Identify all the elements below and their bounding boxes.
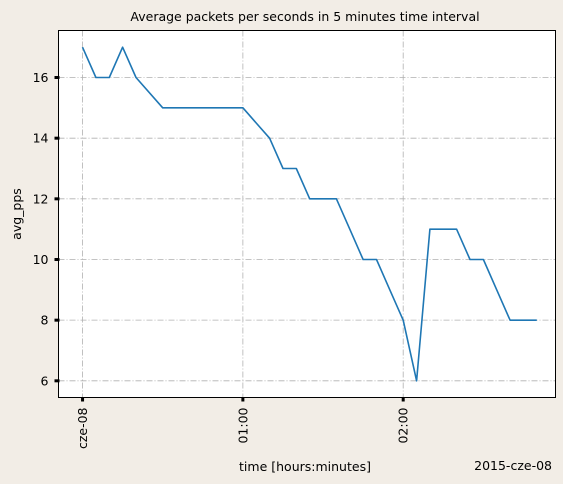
chart-title: Average packets per seconds in 5 minutes… bbox=[130, 9, 479, 24]
grid-layer bbox=[58, 30, 556, 398]
y-tick-label: 14 bbox=[33, 131, 49, 146]
y-tick-label: 8 bbox=[41, 313, 49, 328]
series-layer bbox=[81, 46, 537, 382]
y-axis-label: avg_pps bbox=[9, 188, 24, 240]
x-tick-label: cze-08 bbox=[75, 407, 90, 449]
ticks-layer: 6 8 10 12 14 16 cze-08 01:00 02:00 bbox=[33, 70, 411, 449]
x-tick-label: 01:00 bbox=[235, 407, 250, 443]
series-line bbox=[81, 46, 537, 382]
plot-frame bbox=[58, 30, 556, 398]
y-tick-label: 16 bbox=[33, 70, 49, 85]
y-tick-label: 10 bbox=[33, 252, 49, 267]
y-tick-label: 12 bbox=[33, 191, 49, 206]
y-tick-label: 6 bbox=[41, 373, 49, 388]
x-offset-label: 2015-cze-08 bbox=[474, 458, 552, 473]
x-axis-label: time [hours:minutes] bbox=[239, 459, 371, 474]
plot-area bbox=[58, 30, 556, 398]
x-tick-label: 02:00 bbox=[396, 407, 411, 443]
